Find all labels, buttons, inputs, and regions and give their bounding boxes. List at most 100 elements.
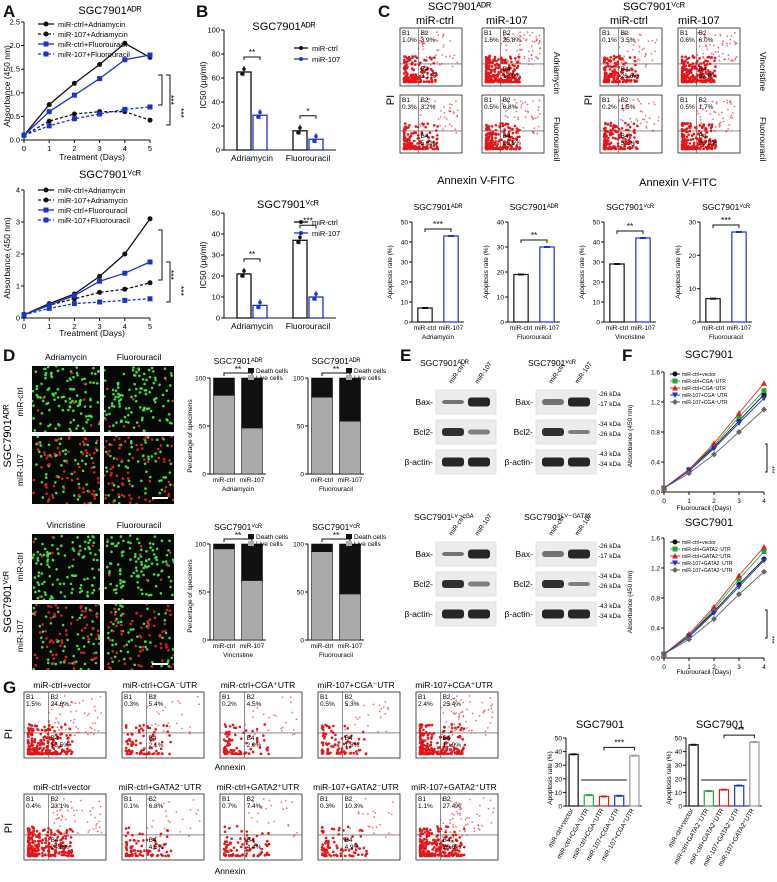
- live-cell: [54, 391, 57, 395]
- c-bar-2-title: SGC7901ᴬᴰᴿ: [510, 202, 559, 212]
- micrograph-cells: [32, 436, 100, 504]
- e-kda-label-bottom: -26 kDa: [598, 543, 621, 550]
- c-flow-vcr-ctrl-vcr-event: [618, 54, 621, 58]
- c-flow-adr-107-adr-event: [518, 58, 521, 60]
- g-flow-top-1-event: [91, 722, 94, 724]
- g-flow-top-2-event: [134, 743, 138, 747]
- dead-cell: [139, 664, 143, 668]
- dead-cell: [48, 640, 52, 644]
- c-flow-vcr-107-5fu-event: [683, 139, 686, 143]
- g-flow-bottom-1-event: [58, 809, 61, 812]
- c-flow-vcr-ctrl-5fu-event: [616, 137, 620, 141]
- live-cell: [129, 534, 132, 537]
- g-flow-bottom-2-event: [163, 827, 166, 830]
- g-flow-bottom-3-event: [257, 812, 260, 815]
- g-flow-top-3-event: [289, 696, 292, 699]
- g-flow-bottom-1-event: [87, 831, 90, 833]
- e-blot-cga-protein-label: Bax-: [416, 549, 434, 559]
- c-flow-adr-ctrl-5fu-event: [428, 98, 431, 100]
- live-cell: [63, 554, 67, 557]
- dead-cell: [89, 424, 93, 427]
- g-flow-bottom-3-event: [260, 847, 263, 851]
- c-flow-vcr-107-5fu-event: [718, 123, 721, 126]
- c-bar-2-sig-bracket: [520, 239, 548, 243]
- dead-cell: [123, 662, 127, 666]
- c-flow-vcr-107-vcr-event: [718, 59, 721, 62]
- live-cell: [150, 366, 154, 370]
- b-top-bar: [236, 71, 252, 151]
- live-cell: [79, 587, 82, 590]
- c-flow-adr-ctrl-adr-event: [434, 74, 437, 78]
- dead-cell: [157, 456, 161, 460]
- g-flow-bottom-1-event: [72, 809, 75, 812]
- live-cell: [160, 479, 163, 482]
- c-flow-vcr-107-5fu-event: [680, 144, 684, 147]
- micrograph-cells: [107, 604, 174, 670]
- c-flow-adr-ctrl-adr-event: [420, 36, 423, 38]
- live-cell: [61, 408, 65, 412]
- dead-cell: [167, 648, 170, 652]
- g-flow-top-3-event: [295, 718, 298, 721]
- g-flow-top-1-event: [26, 740, 30, 744]
- c-flow-adr-107-adr-event: [510, 37, 513, 40]
- g-flow-bottom-3-event: [228, 854, 231, 857]
- c-flow-vcr-ctrl-vcr-event: [622, 59, 625, 62]
- F-bottom-series-2-point: [711, 604, 717, 610]
- g-flow-top-2-event: [125, 740, 129, 743]
- c-bar-1-ytick-label: 50: [401, 220, 409, 227]
- live-cell: [49, 423, 52, 427]
- live-cell: [79, 667, 83, 670]
- c-flow-vcr-107-5fu-event: [703, 127, 706, 130]
- e-kda-label-bottom: -43 kDa: [598, 603, 621, 610]
- g-flow-top-4-event: [363, 738, 366, 741]
- c-flow-vcr-ctrl-5fu-event: [625, 141, 628, 144]
- g-flow-bottom-4-event: [337, 833, 341, 836]
- c-bar-3-xlabel: Vincristine: [615, 334, 645, 341]
- d-bar-3-death-bar: [213, 543, 235, 550]
- g-flow-top-1-event: [54, 733, 57, 736]
- g-flow-top-4-event: [356, 742, 360, 745]
- live-cell: [112, 392, 115, 396]
- g-flow-bottom-1-event: [67, 851, 70, 855]
- c-flow-vcr-ctrl-vcr-event: [620, 77, 623, 81]
- c-flow-vcr-107-vcr-event: [709, 56, 711, 59]
- g-flow-top-4-event: [346, 727, 349, 730]
- e-blot-vcr-protein-label: Bcl2-: [514, 427, 534, 437]
- c-bar-4-ytick-label: 0: [692, 320, 696, 327]
- dead-cell: [128, 482, 132, 486]
- g-flow-top-3-q4-value: 2.0%: [247, 742, 262, 749]
- c-flow-vcr-ctrl-vcr-event: [603, 68, 607, 72]
- dead-cell: [142, 458, 146, 461]
- c-flow-vcr-ctrl-vcr-event: [640, 34, 642, 37]
- g-flow-bottom-1-event: [99, 805, 102, 808]
- d-bar-3-xlabel: Vincristine: [223, 652, 253, 659]
- g-flow-bottom-3-event: [232, 846, 236, 849]
- g-flow-top-1-q1-label: B1: [26, 694, 34, 701]
- A-top-series-2-point: [46, 109, 52, 115]
- live-cell: [82, 555, 86, 558]
- dead-cell: [49, 605, 53, 609]
- live-cell: [44, 367, 47, 371]
- f-top-bracket: [765, 443, 768, 473]
- c-flow-vcr-107-vcr-event: [691, 79, 695, 83]
- g-flow-top-4-event: [332, 724, 335, 728]
- c-right-title: SGC7901ⱽᶜᴿ: [623, 1, 685, 13]
- c-flow-vcr-ctrl-5fu-q2-label: B2: [621, 97, 629, 104]
- f-bottom-legend-marker: [672, 539, 678, 545]
- dead-cell: [32, 491, 35, 495]
- g-flow-bottom-1-event: [46, 830, 50, 834]
- g-flow-bottom-3-q1-label: B1: [222, 796, 230, 803]
- g-flow-top-2-event: [137, 728, 141, 732]
- live-cell: [44, 373, 47, 377]
- dead-cell: [114, 619, 117, 622]
- g-flow-top-1-event: [84, 731, 87, 734]
- e-blot-vcr-lane-label: miR-107: [574, 361, 594, 385]
- dead-cell: [172, 653, 174, 657]
- g-flow-top-3-event: [259, 752, 263, 756]
- g-flow-bottom-1-event: [27, 854, 31, 858]
- dead-cell: [164, 485, 168, 489]
- live-cell: [60, 464, 63, 467]
- c-flow-vcr-ctrl-vcr-event: [625, 69, 629, 72]
- c-bar-4-ytick-label: 20: [689, 253, 697, 260]
